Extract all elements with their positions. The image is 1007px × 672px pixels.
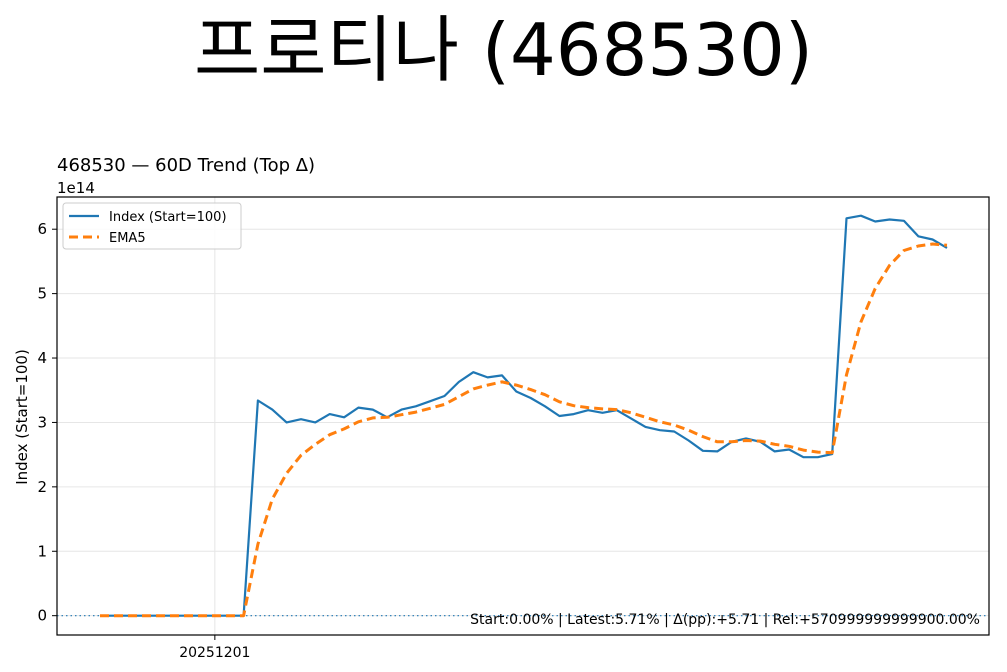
y-tick-label: 6 xyxy=(37,220,47,238)
chart-title: 468530 — 60D Trend (Top Δ) xyxy=(57,155,315,176)
y-axis-multiplier: 1e14 xyxy=(57,179,95,197)
series-line-index xyxy=(100,214,948,617)
y-tick-label: 3 xyxy=(37,413,47,431)
y-tick-label: 5 xyxy=(37,285,47,303)
y-tick-label: 1 xyxy=(37,542,47,560)
y-tick-label: 4 xyxy=(37,349,47,367)
legend-label: EMA5 xyxy=(109,231,146,246)
plot-frame xyxy=(56,196,990,636)
y-tick-label: 2 xyxy=(37,478,47,496)
stats-annotation: Start:0.00% | Latest:5.71% | Δ(pp):+5.71… xyxy=(470,612,980,628)
y-axis-label: Index (Start=100) xyxy=(13,349,31,485)
page-title: 프로티나 (468530) xyxy=(194,8,813,92)
grid xyxy=(57,197,989,635)
series-line-ema5 xyxy=(100,242,948,618)
y-tick-label: 0 xyxy=(37,607,47,625)
axis-ticks: 0 1 2 3 4 5 6 20251201 xyxy=(37,220,250,661)
legend-label: Index (Start=100) xyxy=(109,210,227,225)
legend-box xyxy=(62,202,242,250)
series-lines xyxy=(100,214,948,618)
x-tick-label: 20251201 xyxy=(179,645,250,661)
legend: Index (Start=100) EMA5 xyxy=(62,202,242,250)
